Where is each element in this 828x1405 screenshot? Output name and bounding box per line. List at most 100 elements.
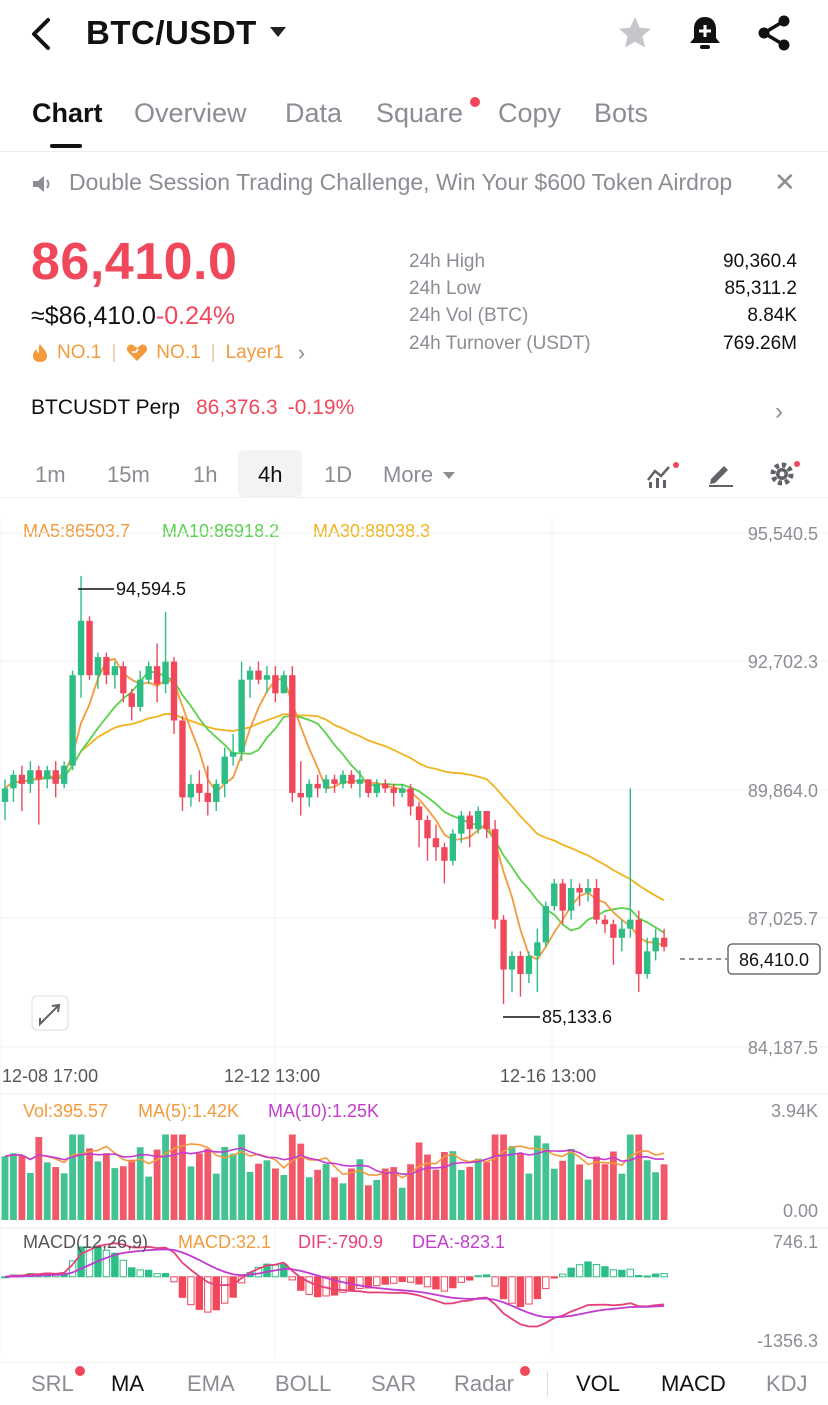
macd-histogram-bar	[111, 1252, 119, 1278]
macd-histogram-bar	[398, 1276, 406, 1282]
macd-histogram-bar	[77, 1246, 85, 1278]
candles	[1, 575, 668, 1005]
perp-price: 86,376.3	[195, 396, 278, 419]
macd-histogram-bar	[626, 1268, 634, 1278]
tab-square[interactable]: Square	[376, 98, 464, 128]
stat-high-value: 90,360.4	[723, 251, 797, 272]
indicator-ma[interactable]: MA	[111, 1371, 144, 1396]
indicator-kdj[interactable]: KDJ	[766, 1371, 808, 1396]
last-price: 86,410.0	[31, 233, 238, 291]
candle-body	[153, 666, 161, 685]
tab-data[interactable]: Data	[285, 98, 343, 128]
chevron-right-icon: ›	[297, 340, 306, 365]
candle-body	[593, 887, 600, 920]
tf-1m[interactable]: 1m	[35, 462, 66, 487]
macd-histogram-bar	[339, 1276, 347, 1293]
volume-bar	[466, 1166, 474, 1220]
candle-body	[289, 675, 296, 793]
settings-gear-icon[interactable]	[768, 460, 802, 488]
candle-body	[348, 774, 355, 784]
indicator-bar: SRL MA EMA BOLL SAR Radar VOL MACD KDJ	[0, 1362, 828, 1405]
caret-down-icon[interactable]	[270, 27, 286, 37]
price-axis-label: 84,187.5	[748, 1038, 818, 1058]
expand-icon[interactable]	[31, 995, 69, 1031]
volume-bar	[136, 1147, 144, 1220]
indicator-radar[interactable]: Radar	[454, 1371, 514, 1396]
volume-bar	[314, 1169, 322, 1220]
volume-bar	[69, 1134, 76, 1220]
tf-1h[interactable]: 1h	[193, 462, 218, 487]
macd-legend-macd: MACD:32.1	[178, 1232, 271, 1252]
volume-bar	[10, 1153, 17, 1220]
macd-histogram-bar	[136, 1269, 144, 1278]
notification-dot	[520, 1366, 530, 1376]
volume-bar	[626, 1134, 634, 1220]
macd-histogram-bar	[457, 1276, 466, 1283]
rank-tags[interactable]: NO.1 | NO.1 | Layer1 ›	[31, 340, 305, 366]
share-icon[interactable]	[756, 14, 792, 52]
volume-bar	[508, 1146, 516, 1220]
star-icon[interactable]	[617, 15, 653, 51]
indicator-ema[interactable]: EMA	[187, 1371, 235, 1396]
indicator-icon[interactable]	[645, 462, 679, 488]
indicator-sar[interactable]: SAR	[371, 1371, 417, 1396]
bell-plus-icon[interactable]	[688, 14, 722, 52]
indicator-boll[interactable]: BOLL	[275, 1371, 332, 1396]
macd-panel	[1, 1242, 668, 1328]
price-fiat: ≈$86,410.0 -0.24%	[31, 302, 235, 331]
macd-histogram-bar	[390, 1276, 398, 1284]
chevron-right-icon[interactable]: ›	[775, 398, 783, 425]
macd-histogram-bar	[85, 1246, 94, 1278]
price-axis-label: 89,864.0	[748, 781, 818, 801]
stat-low-value: 85,311.2	[724, 278, 797, 299]
banner-text[interactable]: Double Session Trading Challenge, Win Yo…	[69, 169, 733, 195]
tf-1d[interactable]: 1D	[324, 462, 353, 487]
macd-histogram-bar	[491, 1276, 499, 1287]
announcement-banner[interactable]: Double Session Trading Challenge, Win Yo…	[0, 165, 828, 205]
tab-chart[interactable]: Chart	[32, 98, 103, 128]
candle-body	[213, 783, 220, 802]
macd-histogram-bar	[364, 1276, 373, 1289]
tf-more[interactable]: More	[383, 462, 456, 488]
time-axis-label: 12-16 13:00	[500, 1066, 596, 1086]
macd-histogram-bar	[187, 1276, 195, 1306]
macd-histogram-bar	[618, 1269, 626, 1278]
draw-pencil-icon[interactable]	[707, 461, 735, 487]
volume-bar	[86, 1148, 93, 1220]
volume-bar	[517, 1153, 524, 1220]
perp-link[interactable]: BTCUSDT Perp 86,376.3 -0.19%	[31, 396, 354, 420]
pair-title[interactable]: BTC/USDT	[86, 14, 257, 51]
tf-4h[interactable]: 4h	[258, 462, 283, 487]
stat-high-label: 24h High	[409, 251, 486, 272]
candlestick-chart[interactable]: 95,540.5 92,702.3 89,864.0 87,025.7 84,1…	[0, 512, 828, 1357]
macd-histogram-bar	[406, 1276, 415, 1283]
candle-body	[508, 955, 516, 970]
tab-overview[interactable]: Overview	[134, 98, 247, 128]
candle-body	[584, 887, 592, 893]
tab-bots[interactable]: Bots	[594, 98, 649, 128]
chevron-left-icon[interactable]	[28, 16, 58, 52]
volume-bar	[288, 1134, 296, 1220]
caret-down-icon	[443, 472, 456, 479]
volume-bar	[128, 1159, 136, 1220]
indicator-vol[interactable]: VOL	[576, 1371, 621, 1396]
candle-body	[35, 770, 42, 780]
candle-body	[120, 666, 127, 694]
volume-bar	[635, 1134, 643, 1220]
macd-histogram-bar	[373, 1276, 381, 1287]
close-icon[interactable]: ✕	[774, 167, 796, 197]
volume-bar	[35, 1136, 43, 1220]
volume-bar	[212, 1173, 220, 1220]
volume-bar	[449, 1151, 457, 1220]
ma5-legend: MA5:86503.7	[23, 521, 131, 541]
tf-15m[interactable]: 15m	[107, 462, 150, 487]
tab-copy[interactable]: Copy	[498, 98, 562, 128]
candle-body	[179, 720, 186, 798]
candle-body	[1, 788, 9, 802]
speaker-icon	[33, 176, 50, 192]
indicator-srl[interactable]: SRL	[31, 1371, 74, 1396]
candle-body	[44, 770, 51, 780]
indicator-macd[interactable]: MACD	[661, 1371, 726, 1396]
macd-histogram-bar	[575, 1264, 584, 1278]
volume-bar	[407, 1164, 414, 1220]
